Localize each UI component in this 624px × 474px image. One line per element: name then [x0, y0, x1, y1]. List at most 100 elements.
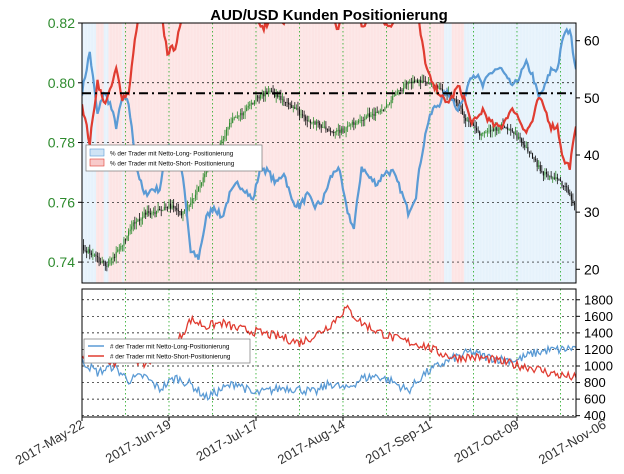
candle-body — [202, 177, 204, 183]
candle-body — [238, 115, 240, 117]
top-legend-box — [85, 144, 263, 172]
candle-body — [286, 102, 288, 103]
candle-body — [361, 120, 363, 121]
candle-body — [204, 174, 206, 178]
legend-short-label: % der Trader mit Netto-Short- Positionie… — [110, 161, 235, 168]
candle-body — [480, 133, 482, 136]
top-legend: % der Trader mit Netto-Long- Positionier… — [85, 144, 263, 172]
candle-body — [365, 116, 367, 119]
candle-body — [359, 120, 361, 122]
candle-body — [182, 211, 184, 216]
candle-body — [362, 120, 364, 121]
candle-body — [513, 131, 515, 134]
candle-body — [190, 202, 192, 206]
candle-body — [126, 235, 128, 240]
bottom-plot-frame — [81, 288, 577, 418]
candle-body — [485, 132, 487, 133]
candle-body — [401, 90, 403, 92]
candle-body — [317, 121, 319, 123]
candle-body — [406, 83, 408, 85]
chart-title: AUD/USD Kunden Positionierung — [210, 7, 448, 24]
candle-body — [152, 211, 155, 213]
candle-body — [96, 256, 99, 258]
price-tick-label: 0.74 — [48, 254, 75, 270]
candle-body — [441, 88, 443, 91]
legend-long-count-label: # der Trader mit Netto-Long-Positionieru… — [110, 344, 230, 351]
candle-body — [482, 132, 484, 134]
candle-body — [483, 132, 485, 134]
candle-body — [573, 202, 575, 205]
candle-body — [508, 129, 510, 131]
candle-body — [373, 113, 375, 116]
candle-body — [570, 194, 572, 200]
candle-body — [409, 81, 411, 84]
candle-body — [148, 211, 150, 213]
candle-body — [331, 131, 333, 133]
candle-body — [168, 203, 170, 208]
candle-body — [267, 91, 269, 93]
candle-body — [173, 205, 175, 208]
candle-body — [552, 177, 554, 179]
candle-body — [462, 108, 464, 115]
candle-body — [536, 159, 538, 167]
candle-body — [490, 130, 492, 132]
series-short-percent — [82, 23, 576, 171]
candle-body — [423, 80, 425, 82]
candle-body — [128, 231, 130, 236]
candle-body — [392, 96, 394, 101]
candle-body — [93, 254, 95, 256]
percent-tick-label: 60 — [584, 33, 600, 49]
candle-body — [497, 129, 499, 131]
candle-body — [201, 182, 203, 186]
candle-body — [196, 191, 198, 195]
candle-body — [170, 203, 172, 209]
x-tick-label: 2017-Aug-14 — [275, 417, 348, 468]
percent-tick-label: 30 — [584, 204, 600, 220]
candle-body — [306, 120, 308, 122]
candle-body — [256, 96, 259, 98]
candle-body — [378, 111, 380, 113]
x-tick-label: 2017-Sep-11 — [363, 417, 435, 467]
candle-body — [426, 82, 428, 84]
candle-body — [507, 127, 509, 130]
candle-body — [305, 116, 307, 121]
candle-body — [356, 122, 358, 124]
candle-body — [354, 122, 356, 125]
candle-body — [429, 82, 431, 85]
candle-body — [340, 128, 342, 133]
price-axis: 0.74 0.76 0.78 0.80 0.82 — [48, 15, 82, 270]
candle-body — [477, 130, 479, 132]
candle-body — [382, 109, 384, 111]
count-tick-label: 1000 — [584, 358, 613, 373]
candle-body — [514, 133, 516, 135]
candle-body — [323, 126, 325, 128]
candle-body — [89, 249, 91, 253]
candle-body — [535, 159, 537, 160]
candle-body — [303, 115, 305, 117]
candle-body — [476, 127, 478, 131]
candle-body — [330, 130, 332, 132]
candle-body — [527, 147, 529, 152]
candle-body — [389, 103, 391, 105]
candle-body — [123, 239, 125, 246]
candle-body — [347, 126, 349, 128]
candle-body — [138, 219, 141, 221]
candle-body — [457, 102, 459, 106]
candle-body — [375, 111, 377, 116]
count-tick-label: 1600 — [584, 309, 613, 324]
candle-body — [336, 129, 338, 132]
candle-body — [104, 261, 106, 266]
candle-body — [525, 147, 527, 148]
candle-body — [288, 102, 290, 105]
candle-body — [555, 177, 557, 179]
candle-body — [465, 118, 467, 121]
count-tick-label: 400 — [584, 408, 606, 423]
legend-short-swatch — [89, 158, 105, 167]
candle-body — [337, 129, 339, 131]
candle-body — [328, 129, 330, 131]
top-plot-frame — [81, 22, 577, 284]
candle-body — [157, 209, 159, 212]
bottom-legend-box — [83, 338, 251, 364]
candle-body — [424, 81, 426, 83]
x-tick-label: 2017-Oct-09 — [451, 417, 521, 466]
